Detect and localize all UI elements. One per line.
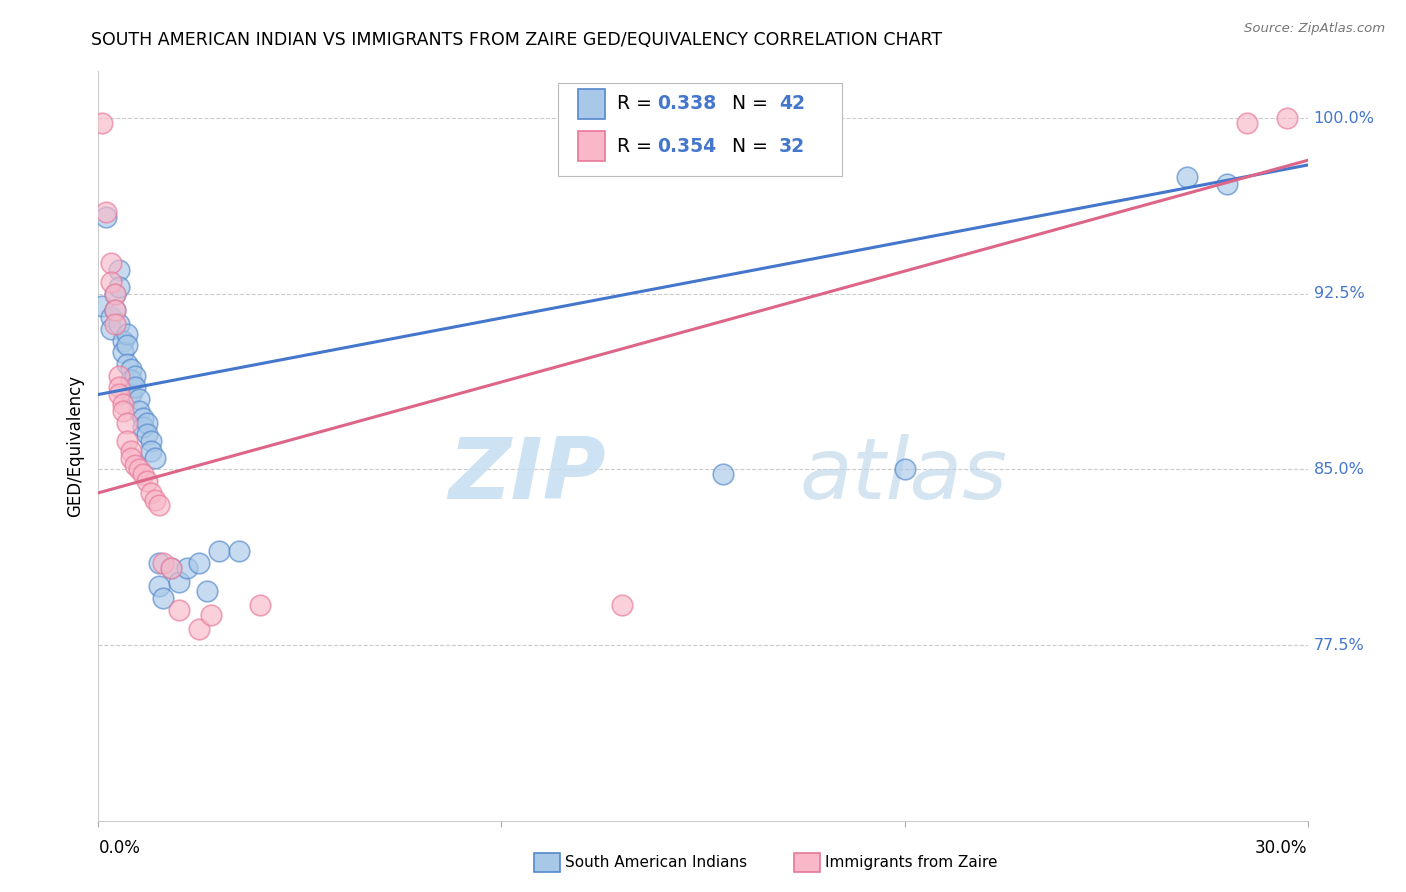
Point (111, 397, 134, 411)
Point (132, 420, 155, 434)
Point (152, 591, 174, 606)
Text: Source: ZipAtlas.com: Source: ZipAtlas.com (1244, 22, 1385, 36)
Point (124, 380, 146, 394)
Point (91, 116, 114, 130)
Point (103, 303, 125, 318)
Text: 42: 42 (779, 94, 806, 113)
Point (612, 598, 634, 612)
Point (132, 467, 155, 482)
Point (152, 556, 174, 570)
Point (132, 410, 155, 425)
Point (103, 286, 125, 301)
Point (128, 462, 150, 476)
Point (128, 392, 150, 407)
Point (120, 387, 142, 401)
Point (107, 380, 129, 394)
Point (249, 598, 271, 612)
Point (195, 584, 218, 599)
Point (124, 368, 146, 383)
Text: 0.338: 0.338 (657, 94, 716, 113)
Point (103, 286, 125, 301)
Point (128, 404, 150, 418)
Point (167, 574, 190, 589)
Point (143, 492, 166, 507)
Text: 100.0%: 100.0% (1313, 111, 1375, 126)
Text: 0.0%: 0.0% (98, 839, 141, 857)
Point (148, 556, 170, 570)
FancyBboxPatch shape (558, 83, 842, 177)
FancyBboxPatch shape (578, 88, 605, 119)
Point (200, 607, 222, 622)
Point (107, 387, 129, 401)
Point (148, 579, 170, 593)
Text: N =: N = (720, 94, 773, 113)
Text: 85.0%: 85.0% (1313, 462, 1364, 477)
Text: ZIP: ZIP (449, 434, 606, 517)
FancyBboxPatch shape (578, 131, 605, 161)
Point (188, 622, 211, 636)
Point (103, 303, 125, 318)
Point (1216, 177, 1239, 191)
Point (103, 317, 125, 331)
Point (120, 450, 142, 465)
Point (111, 404, 134, 418)
Point (139, 443, 162, 458)
Text: South American Indians: South American Indians (565, 855, 748, 870)
Point (148, 498, 170, 512)
Point (100, 310, 122, 325)
Point (107, 317, 129, 331)
Point (139, 486, 162, 500)
Point (107, 368, 129, 383)
Point (100, 322, 122, 336)
Point (124, 458, 146, 472)
Point (120, 361, 142, 376)
Point (160, 560, 183, 574)
Point (711, 467, 734, 482)
Point (120, 374, 142, 388)
Point (1175, 169, 1198, 184)
Point (135, 427, 157, 442)
Point (111, 334, 134, 348)
Text: R =: R = (617, 94, 658, 113)
Text: R =: R = (617, 136, 658, 156)
Point (228, 544, 250, 558)
Text: SOUTH AMERICAN INDIAN VS IMMIGRANTS FROM ZAIRE GED/EQUIVALENCY CORRELATION CHART: SOUTH AMERICAN INDIAN VS IMMIGRANTS FROM… (91, 31, 942, 49)
Text: N =: N = (720, 136, 773, 156)
Point (188, 556, 211, 570)
Y-axis label: GED/Equivalency: GED/Equivalency (66, 375, 84, 517)
Point (176, 560, 198, 574)
Point (1277, 112, 1299, 126)
Text: Immigrants from Zaire: Immigrants from Zaire (825, 855, 998, 870)
Point (115, 338, 138, 352)
Point (208, 544, 231, 558)
Point (139, 434, 162, 449)
Point (167, 603, 190, 617)
Text: 30.0%: 30.0% (1256, 839, 1308, 857)
Text: 92.5%: 92.5% (1313, 286, 1364, 301)
Point (111, 345, 134, 359)
Point (115, 434, 138, 449)
Point (1236, 116, 1258, 130)
Point (96, 204, 118, 219)
Point (135, 416, 157, 430)
Point (100, 256, 122, 270)
Point (115, 357, 138, 371)
Point (107, 279, 129, 293)
Text: 0.354: 0.354 (657, 136, 716, 156)
Point (115, 416, 138, 430)
Text: 32: 32 (779, 136, 806, 156)
Point (893, 462, 915, 476)
Point (96, 210, 118, 224)
Point (91, 298, 114, 312)
Point (115, 326, 138, 341)
Text: 77.5%: 77.5% (1313, 638, 1364, 653)
Point (143, 450, 166, 465)
Point (107, 263, 129, 277)
Point (120, 443, 142, 458)
Point (160, 560, 183, 574)
Point (100, 275, 122, 289)
Point (135, 474, 157, 488)
Text: atlas: atlas (800, 434, 1008, 517)
